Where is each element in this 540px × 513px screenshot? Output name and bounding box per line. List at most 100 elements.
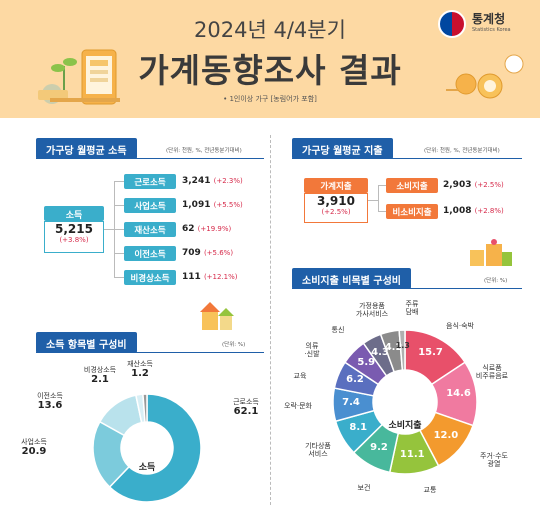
exp-item-pct: (+2.8%) <box>474 207 504 215</box>
statistics-korea-logo: 통계청 Statistics Korea <box>438 8 528 44</box>
income-donut-category: 재산소득 <box>127 360 153 368</box>
income-item-pct: (+19.9%) <box>197 225 232 233</box>
consumption-donut-value: 11.1 <box>399 448 425 460</box>
consumption-donut-value: 4.3 <box>371 347 389 359</box>
consumption-donut-category: 주류 담배 <box>405 300 419 317</box>
income-donut-label: 사업소득 20.9 <box>9 438 59 458</box>
income-donut-label: 재산소득 1.2 <box>115 360 165 380</box>
logo-en: Statistics Korea <box>472 27 511 33</box>
shopping-illustration-icon <box>470 239 512 266</box>
consumption-composition-unit: (단위: %) <box>484 278 508 284</box>
income-donut-slice <box>142 393 148 423</box>
income-section-tab: 가구당 월평균 소득 <box>36 138 137 159</box>
consumption-donut-category: 통신 <box>331 326 345 334</box>
tree-connector <box>104 229 114 230</box>
income-donut-slice <box>92 420 131 489</box>
logo-name: 통계청 <box>472 12 506 26</box>
income-donut-label: 근로소득 62.1 <box>221 398 271 418</box>
money-plant-illustration-icon <box>38 49 120 105</box>
income-donut-value: 13.6 <box>37 400 63 412</box>
consumption-donut-value: 1.3 <box>395 341 410 351</box>
exp-connector <box>368 200 378 201</box>
house-illustration-icon <box>200 302 234 330</box>
consumption-donut-value: 4.2 <box>384 342 403 354</box>
consumption-donut-value: 8.1 <box>349 422 368 434</box>
income-donut-value: 62.1 <box>233 406 259 418</box>
tree-branch <box>114 277 124 278</box>
consumption-composition-tab: 소비지출 비목별 구성비 <box>292 268 411 289</box>
income-donut-category: 사업소득 <box>21 438 47 446</box>
tree-branch <box>114 181 124 182</box>
income-item-label: 재산소득 <box>124 222 176 237</box>
income-tab-underline <box>36 158 264 159</box>
income-item-number: 709 <box>182 248 201 258</box>
expenditure-total-value: 3,910 <box>317 194 355 208</box>
income-item-pct: (+2.3%) <box>213 177 243 185</box>
page-subtitle: 2024년 4/4분기 <box>194 18 346 42</box>
income-donut-value: 20.9 <box>21 446 47 458</box>
consumption-donut-value: 12.0 <box>433 430 459 442</box>
income-item-label: 근로소득 <box>124 174 176 189</box>
income-item-number: 3,241 <box>182 176 211 186</box>
income-composition-underline <box>36 352 264 353</box>
income-total-value-box: 5,215 (+3.8%) <box>44 221 104 253</box>
income-donut-category: 비경상소득 <box>83 366 117 374</box>
exp-item-label: 소비지출 <box>386 178 438 193</box>
income-donut-slice <box>134 393 146 424</box>
expenditure-tab-underline <box>292 158 522 159</box>
consumption-composition-underline <box>292 288 522 289</box>
consumption-donut-category: 오락·문화 <box>284 402 312 410</box>
income-item-pct: (+12.1%) <box>203 273 238 281</box>
consumption-donut-value: 9.2 <box>370 442 388 454</box>
expenditure-total-label: 가계지출 <box>304 178 368 193</box>
exp-trunk <box>378 185 379 212</box>
income-total-pct: (+3.8%) <box>59 236 89 244</box>
consumption-donut-value: 15.7 <box>418 347 443 359</box>
consumption-donut-value: 14.6 <box>446 388 471 400</box>
income-item-label: 이전소득 <box>124 246 176 261</box>
income-donut-value: 1.2 <box>131 368 149 380</box>
income-item-value: 3,241 (+2.3%) <box>182 176 243 186</box>
consumption-donut-category: 의류 ·신발 <box>304 342 320 359</box>
income-item-value: 62 (+19.9%) <box>182 224 231 234</box>
income-item-number: 62 <box>182 224 195 234</box>
header-banner: 2024년 4/4분기 가계동향조사 결과 • 1인이상 가구 [농림어가 포함… <box>0 0 540 118</box>
income-item-value: 709 (+5.6%) <box>182 248 233 258</box>
consumption-donut-value: 6.2 <box>346 374 364 386</box>
consumption-donut-category: 교육 <box>293 372 307 380</box>
income-item-label: 사업소득 <box>124 198 176 213</box>
income-total-value: 5,215 <box>55 222 93 236</box>
exp-item-value: 2,903 (+2.5%) <box>443 180 504 190</box>
income-item-value: 111 (+12.1%) <box>182 272 238 282</box>
income-donut-category: 근로소득 <box>233 398 259 406</box>
tree-branch <box>114 253 124 254</box>
income-composition-unit: (단위: %) <box>222 342 246 348</box>
consumption-donut-category: 주거·수도 광열 <box>480 452 508 469</box>
consumption-donut-category: 음식·숙박 <box>446 322 474 330</box>
consumption-donut-category: 기타상품 서비스 <box>305 442 331 459</box>
income-donut-slice <box>98 394 143 437</box>
income-donut-slice <box>108 393 202 503</box>
expenditure-total-value-box: 3,910 (+2.5%) <box>304 193 368 223</box>
income-item-value: 1,091 (+5.5%) <box>182 200 243 210</box>
income-item-label: 비경상소득 <box>124 270 176 285</box>
income-donut-category: 이전소득 <box>37 392 63 400</box>
expenditure-unit: (단위: 천원, %, 전년동분기대비) <box>424 148 500 154</box>
consumption-donut-value: 7.4 <box>342 397 360 409</box>
income-unit: (단위: 천원, %, 전년동분기대비) <box>166 148 242 154</box>
consumption-donut-category: 식료품 비주류음료 <box>475 364 509 381</box>
coins-illustration-icon <box>446 54 524 99</box>
income-composition-tab: 소득 항목별 구성비 <box>36 332 137 353</box>
consumption-donut-center-label: 소비지출 <box>388 421 422 431</box>
consumption-donut-value: 5.9 <box>357 357 376 369</box>
exp-item-number: 1,008 <box>443 206 472 216</box>
exp-item-pct: (+2.5%) <box>474 181 504 189</box>
income-donut-label: 비경상소득 2.1 <box>75 366 125 386</box>
income-total-label: 소득 <box>44 206 104 221</box>
column-divider <box>270 135 271 505</box>
tree-branch <box>114 205 124 206</box>
exp-item-label: 비소비지출 <box>386 204 438 219</box>
page-title: 가계동향조사 결과 <box>138 51 402 90</box>
tree-branch <box>114 229 124 230</box>
consumption-donut-category: 보건 <box>357 484 371 492</box>
